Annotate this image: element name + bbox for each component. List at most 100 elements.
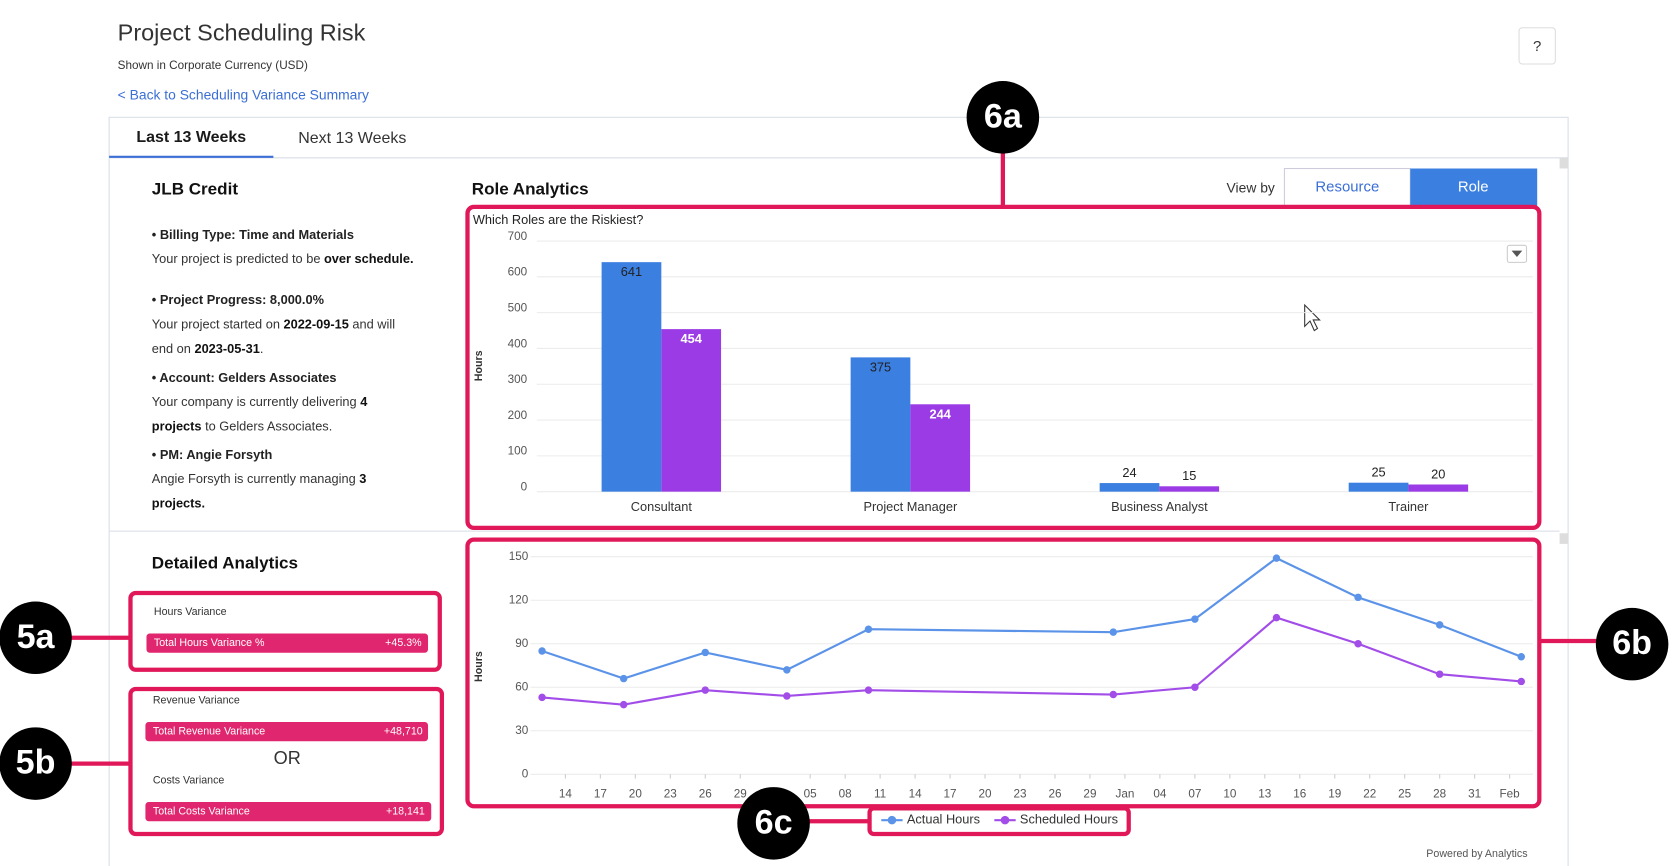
footer: Powered by Analytics: [1426, 848, 1527, 860]
info-line: Angie Forsyth is currently managing 3: [152, 471, 367, 486]
x-tick-label: 17: [594, 788, 607, 801]
info-segment: to Gelders Associates.: [202, 419, 333, 434]
legend-marker: [1000, 815, 1010, 825]
annotation-text: 5a: [17, 618, 56, 656]
annotation-badge: [1595, 607, 1669, 681]
info-segment: projects: [152, 419, 202, 434]
variance-bar[interactable]: [146, 633, 429, 653]
point: [783, 692, 791, 700]
point: [1109, 690, 1118, 699]
x-tick-label: 23: [1013, 788, 1026, 801]
info-heading: • PM: Angie Forsyth: [152, 447, 273, 462]
point: [1435, 621, 1444, 629]
info-line: projects to Gelders Associates.: [152, 419, 332, 434]
y-tick-label: 0: [522, 767, 529, 780]
y-tick-label: 30: [515, 724, 529, 737]
info-segment: 4: [360, 395, 368, 410]
annotation-text: 5b: [16, 744, 56, 782]
x-tick-label: Jan: [1115, 788, 1134, 801]
point: [538, 647, 546, 655]
x-tick-label: 26: [1048, 788, 1061, 801]
annotation-badge: [737, 787, 810, 860]
point: [1191, 683, 1199, 691]
point: [1354, 640, 1362, 648]
point: [1191, 615, 1199, 623]
info-line: Your company is currently delivering 4: [152, 395, 368, 410]
x-tick-label: Project Manager: [863, 499, 958, 514]
y-tick-label: 400: [508, 337, 528, 350]
card-heading: Revenue Variance: [153, 695, 240, 707]
bar: [661, 329, 722, 492]
point: [1272, 613, 1281, 622]
chart-title: Which Roles are the Riskiest?: [473, 212, 643, 227]
bar: [601, 262, 662, 492]
toggle-label: Resource: [1315, 179, 1379, 196]
tab-active[interactable]: Last 13 Weeks: [136, 129, 246, 146]
x-tick-label: 23: [664, 788, 677, 801]
variance-label: Total Costs Variance: [153, 805, 250, 817]
back-link[interactable]: < Back to Scheduling Variance Summary: [118, 87, 369, 103]
info-line: Your project is predicted to be over sch…: [152, 252, 414, 267]
y-tick-label: 300: [508, 373, 528, 386]
data-label: 24: [1122, 465, 1136, 480]
annotation-box: [128, 590, 442, 672]
point: [783, 666, 791, 674]
x-tick-label: 11: [874, 788, 886, 801]
point: [538, 693, 546, 702]
info-heading: • Account: Gelders Associates: [152, 370, 337, 385]
view-by-label: View by: [1227, 179, 1275, 195]
tab[interactable]: Next 13 Weeks: [298, 130, 406, 147]
y-tick-label: 120: [509, 593, 529, 606]
annotation-badge: [966, 81, 1040, 154]
info-segment: 2023-05-31: [194, 341, 259, 356]
point: [619, 700, 628, 709]
point: [864, 686, 873, 694]
help-icon: ?: [1533, 38, 1541, 55]
bar: [910, 404, 971, 492]
help-button[interactable]: [1518, 27, 1556, 65]
scrollbar: [1559, 533, 1569, 544]
y-tick-label: 500: [508, 301, 528, 314]
point: [701, 648, 710, 657]
variance-label: Total Revenue Variance: [153, 725, 265, 737]
point: [1517, 653, 1526, 661]
info-segment: end on: [152, 341, 195, 356]
annotation-text: 6c: [755, 803, 793, 841]
variance-bar[interactable]: [145, 722, 429, 742]
x-tick-label: 25: [1398, 788, 1412, 801]
section-title: Role Analytics: [472, 179, 589, 198]
x-tick-label: Business Analyst: [1111, 499, 1208, 514]
annotation-badge: [0, 727, 72, 800]
toggle-role[interactable]: [1410, 168, 1538, 207]
bar: [1348, 482, 1409, 492]
info-segment: over schedule.: [324, 252, 414, 267]
page-title: Project Scheduling Risk: [118, 19, 366, 45]
x-tick-label: 28: [1433, 788, 1447, 801]
point: [701, 686, 710, 694]
point: [1354, 593, 1362, 602]
project-name: JLB Credit: [152, 179, 239, 198]
info-heading: • Billing Type: Time and Materials: [152, 227, 354, 242]
data-label: 454: [681, 331, 703, 346]
x-tick-label: 07: [1188, 788, 1201, 801]
variance-bar[interactable]: [145, 802, 432, 822]
y-tick-label: 0: [521, 480, 528, 493]
data-label: 15: [1182, 468, 1196, 483]
point: [1517, 677, 1526, 686]
x-tick-label: 31: [1468, 788, 1481, 801]
x-tick-label: 26: [699, 788, 712, 801]
x-tick-label: 29: [734, 788, 747, 801]
x-tick-label: 20: [979, 788, 993, 801]
info-segment: Your project started on: [152, 317, 284, 332]
x-tick-label: 19: [1328, 788, 1341, 801]
variance-value: +45.3%: [385, 637, 422, 649]
x-tick-label: 10: [1223, 788, 1237, 801]
variance-value: +18,141: [386, 805, 425, 817]
x-tick-label: 14: [559, 788, 573, 801]
bar: [1159, 486, 1220, 492]
point: [1272, 554, 1281, 562]
x-tick-label: 08: [839, 788, 853, 801]
x-tick-label: 05: [804, 788, 818, 801]
